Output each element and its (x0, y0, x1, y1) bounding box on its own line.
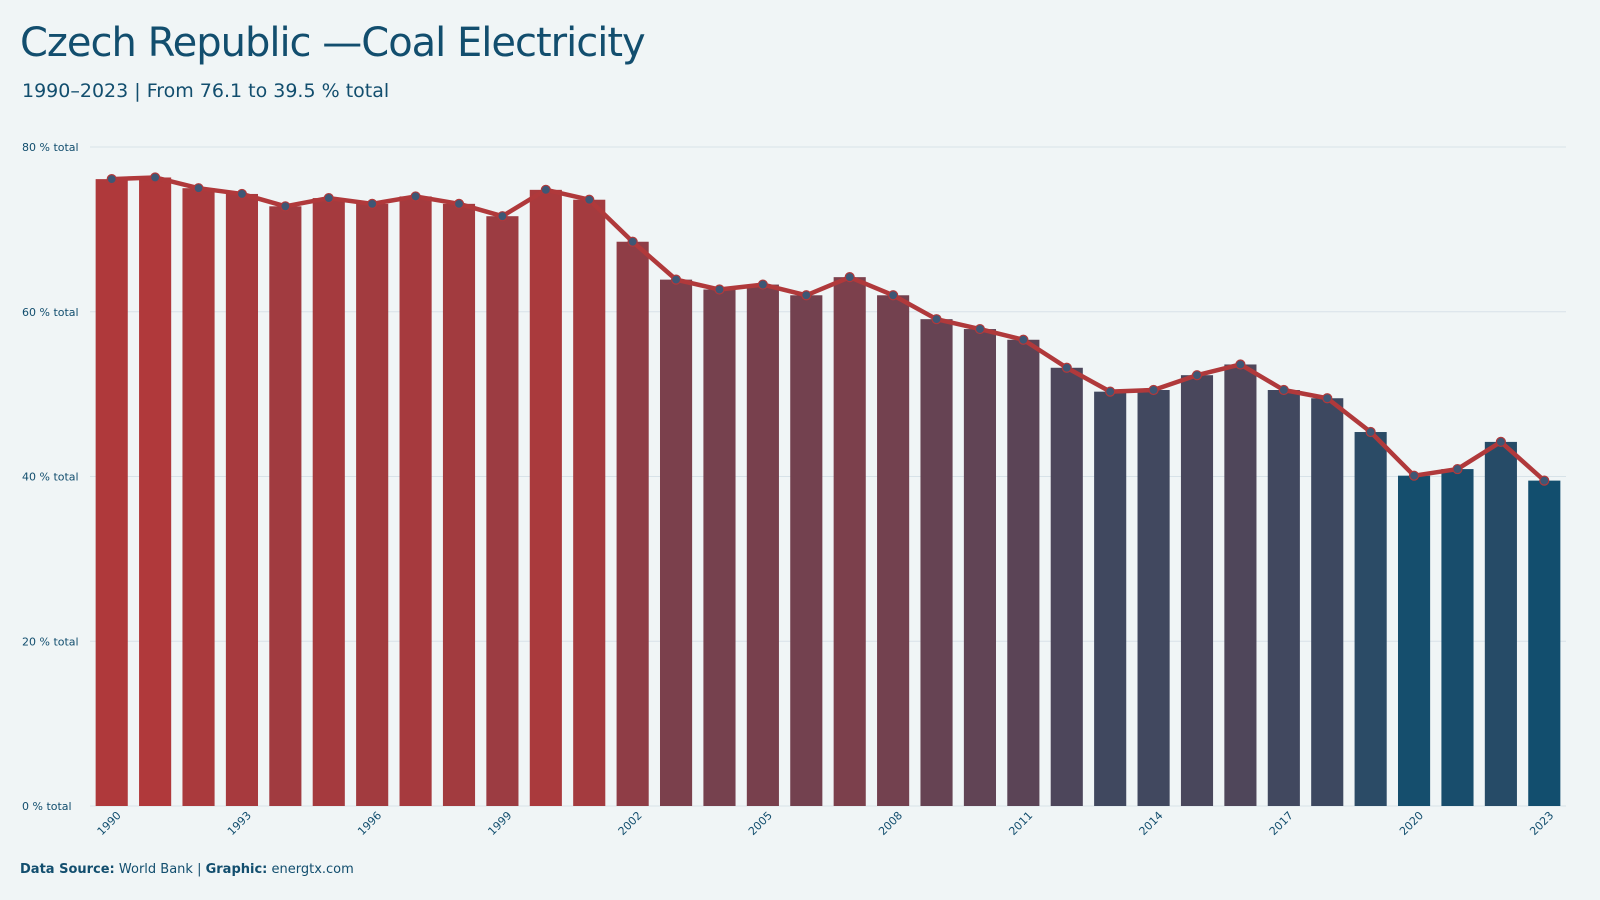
bar (182, 188, 215, 806)
bar (399, 196, 432, 807)
bar (573, 199, 606, 807)
line-point (1235, 359, 1246, 370)
line-point (1278, 384, 1289, 396)
bar (877, 295, 910, 806)
bar (833, 277, 866, 807)
bar (1397, 475, 1431, 806)
line-point (1018, 334, 1029, 345)
line-point (1322, 393, 1333, 404)
bar (269, 206, 302, 806)
x-tick-label: 2017 (1267, 809, 1296, 838)
line-point (106, 174, 117, 185)
line-point (1191, 370, 1203, 381)
bar (1007, 339, 1040, 806)
line-point (323, 192, 334, 204)
y-tick-label: 80 % total (22, 141, 79, 154)
line-point (757, 279, 768, 290)
x-tick-label: 1996 (355, 809, 384, 838)
line-point (844, 272, 855, 283)
line-point (627, 236, 638, 247)
bar (746, 284, 779, 806)
bar (1224, 364, 1257, 806)
bar (659, 279, 693, 806)
bar (1441, 469, 1474, 806)
x-tick-label: 2014 (1137, 809, 1166, 838)
line-point (540, 184, 551, 195)
y-tick-label: 40 % total (22, 471, 79, 484)
chart-title: Czech Republic —Coal Electricity (20, 20, 646, 66)
bar (225, 193, 259, 807)
bar (1137, 390, 1170, 806)
line-point (801, 290, 812, 301)
bar (790, 295, 823, 806)
y-tick-label: 0 % total (22, 800, 72, 813)
x-tick-label: 2008 (876, 809, 905, 838)
bar (1267, 390, 1300, 806)
bar (95, 179, 128, 807)
x-tick-label: 2023 (1527, 809, 1556, 838)
line-point (1105, 386, 1116, 397)
line-point (453, 198, 465, 209)
bar (312, 198, 345, 806)
x-tick-label: 2020 (1397, 809, 1426, 838)
x-tick-label: 2011 (1006, 809, 1035, 838)
footer-graphic-label: Graphic: (205, 862, 268, 877)
line-point (714, 284, 725, 295)
line-point (888, 290, 899, 301)
x-tick-label: 1999 (485, 809, 514, 838)
bar (963, 329, 997, 806)
trend-line (109, 175, 1547, 483)
bar (703, 289, 736, 806)
line-point (1061, 362, 1072, 373)
footer-source-value: World Bank | (114, 862, 206, 877)
line-point (410, 191, 421, 202)
chart-subtitle: 1990–2023 | From 76.1 to 39.5 % total (22, 80, 390, 102)
line-point (193, 183, 204, 194)
bar (1094, 391, 1127, 806)
line-point (1408, 470, 1420, 481)
line-point (1452, 463, 1463, 475)
line-point (931, 314, 942, 325)
bar (529, 189, 562, 806)
bar (1180, 375, 1214, 806)
bar (442, 203, 476, 806)
bar (1484, 441, 1517, 806)
line-point (236, 188, 248, 200)
y-tick-label: 60 % total (22, 306, 79, 319)
line-point (670, 274, 682, 285)
line-point (1148, 384, 1159, 396)
bar (356, 203, 389, 806)
line-point (1539, 475, 1550, 486)
bar (1311, 398, 1344, 806)
chart-footer: Data Source: World Bank | Graphic: energ… (20, 862, 354, 877)
bar (139, 177, 172, 806)
line-point (1495, 436, 1506, 448)
bar (1050, 367, 1083, 806)
x-tick-label: 1990 (95, 809, 124, 838)
bar (486, 216, 519, 806)
bar (1528, 480, 1561, 806)
line-point (1365, 426, 1376, 438)
line-point (280, 201, 291, 212)
line-point (584, 194, 595, 205)
bar (616, 241, 649, 806)
line-point (150, 172, 161, 183)
x-tick-label: 2005 (746, 809, 775, 838)
line-point (497, 211, 508, 222)
bar (920, 319, 953, 806)
line-point (974, 323, 986, 335)
bar (1354, 432, 1387, 806)
x-tick-label: 1993 (225, 809, 254, 838)
footer-source-label: Data Source: (20, 862, 115, 877)
footer-graphic-value: energtx.com (267, 862, 354, 877)
y-tick-label: 20 % total (22, 635, 79, 648)
x-tick-label: 2002 (616, 809, 645, 838)
line-point (367, 198, 378, 209)
